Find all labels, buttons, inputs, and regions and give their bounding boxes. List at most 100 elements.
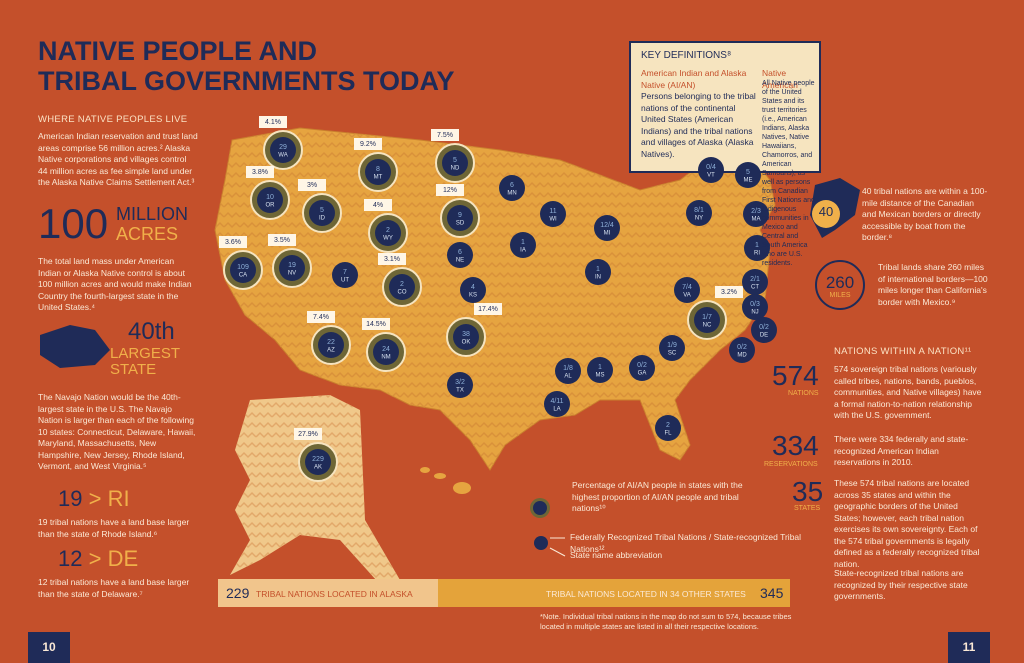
cmp-sign: > <box>88 546 102 571</box>
pct-label: 27.9% <box>298 431 318 438</box>
pct-tag <box>431 129 459 141</box>
pct-tag <box>307 311 335 323</box>
stat-unit: ACRES <box>116 224 179 244</box>
stat-unit: NATIONS <box>788 390 819 397</box>
paragraph: 19 tribal nations have a land base large… <box>38 517 190 539</box>
state-circle <box>544 391 570 417</box>
page-number: 10 <box>42 640 56 654</box>
definitions-title: KEY DEFINITIONS⁸ <box>641 50 732 61</box>
state-circle <box>375 220 401 246</box>
pct-label: 3.6% <box>225 239 241 246</box>
tribal-count: 4/11 <box>550 398 563 405</box>
state-abbr: KS <box>469 293 477 299</box>
cmp-sign: > <box>88 486 102 511</box>
term: Native American <box>762 68 798 90</box>
pct-label: 3.5% <box>274 237 290 244</box>
definition: All Native people of the United States a… <box>762 80 815 267</box>
state-circle <box>540 201 566 227</box>
state-abbr: ID <box>319 216 326 222</box>
pct-tag <box>268 234 296 246</box>
tribal-count: 5 <box>453 157 457 164</box>
state-circle <box>694 307 720 333</box>
pct-label: 7.5% <box>437 132 453 139</box>
state-abbr: MT <box>374 175 383 181</box>
state-circle <box>744 235 770 261</box>
state-abbr: MI <box>604 231 611 237</box>
cmp-state: DE <box>107 546 139 571</box>
tribal-count: 3/2 <box>455 379 465 386</box>
tribal-count: 10 <box>266 194 274 201</box>
tribal-count: 0/2 <box>759 324 769 331</box>
stat-number: 40th <box>128 318 175 345</box>
state-abbr: CO <box>398 290 407 296</box>
page-number: 11 <box>962 640 976 654</box>
state-circle <box>453 324 479 350</box>
title: NATIVE PEOPLE AND TRIBAL GOVERNMENTS TODA… <box>38 36 455 96</box>
paragraph: The total land mass under American India… <box>38 256 192 312</box>
pct-tag <box>436 184 464 196</box>
paragraph: 574 sovereign tribal nations (variously … <box>834 364 982 420</box>
pct-tag <box>246 166 274 178</box>
tribal-count: 22 <box>327 339 335 346</box>
state-circle <box>442 150 468 176</box>
state-abbr: OK <box>462 340 471 346</box>
paragraph: Tribal lands share 260 miles of internat… <box>878 262 988 307</box>
state-abbr: MA <box>752 217 761 223</box>
tribal-count: 2/3 <box>751 208 761 215</box>
tribal-count: 8/1 <box>694 207 704 214</box>
pct-label: 17.4% <box>478 306 498 313</box>
pct-label: 14.5% <box>366 321 386 328</box>
state-abbr: WY <box>383 236 393 242</box>
stat-unit: MILLION <box>116 204 189 224</box>
state-circle <box>594 215 620 241</box>
state-circle <box>659 335 685 361</box>
state-circle <box>729 337 755 363</box>
stat-number: 35 <box>792 476 824 507</box>
stat-unit: MILES <box>829 292 851 299</box>
state-circle <box>460 277 486 303</box>
state-circle <box>389 274 415 300</box>
state-abbr: FL <box>664 431 672 437</box>
state-abbr: WI <box>549 217 557 223</box>
tribal-count: 0/4 <box>706 164 716 171</box>
pct-label: 3.8% <box>252 169 268 176</box>
tribal-count: 1/8 <box>563 365 573 372</box>
state-abbr: SC <box>668 351 677 357</box>
paragraph: 12 tribal nations have a land base large… <box>38 577 190 599</box>
paragraph: State-recognized tribal nations are reco… <box>834 568 968 601</box>
pct-label: 3% <box>307 182 317 189</box>
tribal-count: 5 <box>746 169 750 176</box>
bar-number: 229 <box>226 585 250 601</box>
pct-tag <box>364 199 392 211</box>
state-circle <box>499 175 525 201</box>
tribal-count: 6 <box>510 182 514 189</box>
bar-number: 345 <box>760 585 784 601</box>
tribal-count: 0/2 <box>637 362 647 369</box>
tribal-count: 5 <box>320 207 324 214</box>
definition: Persons belonging to the tribal nations … <box>641 91 756 159</box>
state-circle <box>655 415 681 441</box>
tribal-count: 0/2 <box>737 344 747 351</box>
stat-number: 334 <box>772 430 819 461</box>
legend <box>530 498 566 557</box>
bar-label: TRIBAL NATIONS LOCATED IN ALASKA <box>256 589 413 599</box>
state-circle <box>510 232 536 258</box>
pct-tag <box>294 428 322 440</box>
tribal-count: 2 <box>400 281 404 288</box>
state-circle <box>305 449 331 475</box>
state-circle <box>743 201 769 227</box>
pct-label: 3.2% <box>721 289 737 296</box>
state-circle <box>742 294 768 320</box>
pct-tag <box>219 236 247 248</box>
state-circle <box>257 187 283 213</box>
legend-text: Percentage of AI/AN people in states wit… <box>572 480 743 513</box>
tribal-count: 11 <box>549 208 556 215</box>
state-abbr: AZ <box>327 348 335 354</box>
tribal-count: 2 <box>386 227 390 234</box>
state-circle <box>585 259 611 285</box>
paragraph: These 574 tribal nations are located acr… <box>834 478 980 569</box>
state-circle <box>447 242 473 268</box>
state-circle <box>230 257 256 283</box>
